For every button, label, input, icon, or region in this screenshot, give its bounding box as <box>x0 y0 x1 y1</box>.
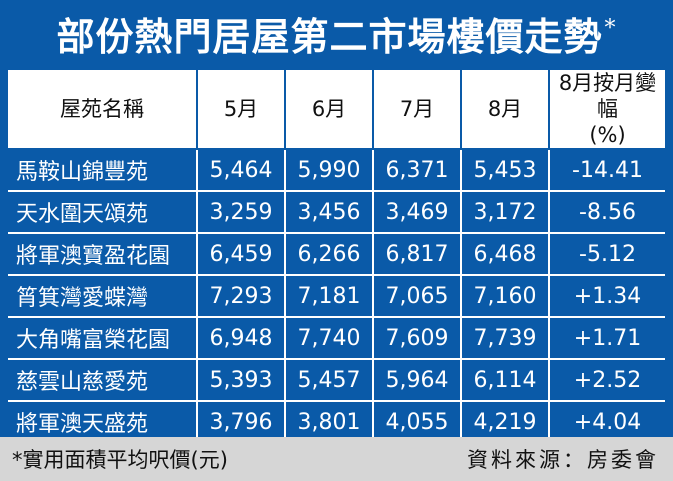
price-jun: 7,181 <box>286 276 374 318</box>
table-row: 將軍澳寶盈花園 6,459 6,266 6,817 6,468 -5.12 <box>8 234 665 276</box>
footer-bar: *實用面積平均呎價(元) 資料來源：房委會 <box>0 437 673 481</box>
price-may: 5,464 <box>198 150 286 192</box>
monthly-change: +1.71 <box>550 318 665 360</box>
price-may: 5,393 <box>198 360 286 402</box>
table-row: 馬鞍山錦豐苑 5,464 5,990 6,371 5,453 -14.41 <box>8 150 665 192</box>
price-jul: 6,817 <box>374 234 462 276</box>
price-aug: 6,468 <box>462 234 550 276</box>
price-jul: 6,371 <box>374 150 462 192</box>
price-may: 7,293 <box>198 276 286 318</box>
page-title: 部份熱門居屋第二市場樓價走勢 * <box>0 0 673 66</box>
header-may: 5月 <box>198 70 286 150</box>
title-asterisk: * <box>604 16 617 41</box>
header-jul: 7月 <box>374 70 462 150</box>
table-header-row: 屋苑名稱 5月 6月 7月 8月 8月按月變幅 (%) <box>8 70 665 150</box>
price-jul: 7,609 <box>374 318 462 360</box>
price-aug: 7,739 <box>462 318 550 360</box>
title-text: 部份熱門居屋第二市場樓價走勢 <box>56 13 603 59</box>
source-credit: 資料來源：房委會 <box>467 448 659 472</box>
header-aug: 8月 <box>462 70 550 150</box>
header-estate: 屋苑名稱 <box>8 70 198 150</box>
price-jun: 6,266 <box>286 234 374 276</box>
monthly-change: +1.34 <box>550 276 665 318</box>
header-change-unit: (%) <box>589 123 626 147</box>
monthly-change: -8.56 <box>550 192 665 234</box>
price-jun: 3,456 <box>286 192 374 234</box>
table-row: 天水圍天頌苑 3,259 3,456 3,469 3,172 -8.56 <box>8 192 665 234</box>
table-row: 慈雲山慈愛苑 5,393 5,457 5,964 6,114 +2.52 <box>8 360 665 402</box>
estate-name: 天水圍天頌苑 <box>8 192 198 234</box>
price-jun: 7,740 <box>286 318 374 360</box>
price-table: 屋苑名稱 5月 6月 7月 8月 8月按月變幅 (%) 馬鞍山錦豐苑 5,464… <box>8 70 665 444</box>
estate-name: 馬鞍山錦豐苑 <box>8 150 198 192</box>
header-change-label: 8月按月變幅 <box>558 71 657 121</box>
price-may: 3,259 <box>198 192 286 234</box>
table-row: 筲箕灣愛蝶灣 7,293 7,181 7,065 7,160 +1.34 <box>8 276 665 318</box>
header-change: 8月按月變幅 (%) <box>550 70 665 150</box>
price-may: 6,948 <box>198 318 286 360</box>
price-aug: 3,172 <box>462 192 550 234</box>
price-aug: 7,160 <box>462 276 550 318</box>
price-jul: 3,469 <box>374 192 462 234</box>
monthly-change: -5.12 <box>550 234 665 276</box>
price-jun: 5,990 <box>286 150 374 192</box>
price-jun: 5,457 <box>286 360 374 402</box>
header-jun: 6月 <box>286 70 374 150</box>
table-row: 大角嘴富榮花園 6,948 7,740 7,609 7,739 +1.71 <box>8 318 665 360</box>
footnote: *實用面積平均呎價(元) <box>12 448 228 472</box>
estate-name: 慈雲山慈愛苑 <box>8 360 198 402</box>
monthly-change: +2.52 <box>550 360 665 402</box>
price-jul: 7,065 <box>374 276 462 318</box>
price-jul: 5,964 <box>374 360 462 402</box>
estate-name: 將軍澳寶盈花園 <box>8 234 198 276</box>
estate-name: 筲箕灣愛蝶灣 <box>8 276 198 318</box>
estate-name: 大角嘴富榮花園 <box>8 318 198 360</box>
price-aug: 5,453 <box>462 150 550 192</box>
price-aug: 6,114 <box>462 360 550 402</box>
price-may: 6,459 <box>198 234 286 276</box>
monthly-change: -14.41 <box>550 150 665 192</box>
